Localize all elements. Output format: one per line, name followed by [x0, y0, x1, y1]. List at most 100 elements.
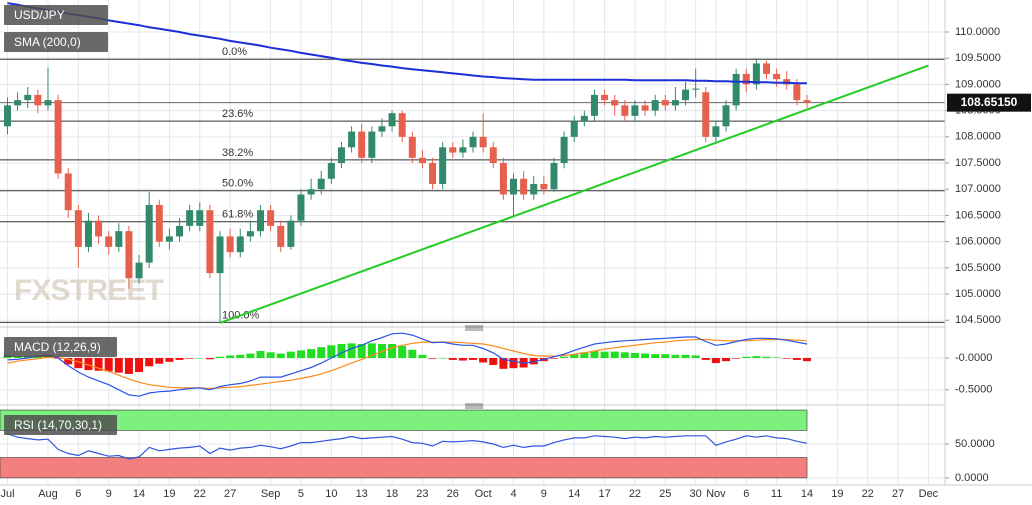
candle-body [84, 220, 92, 247]
x-tick-label: 5 [298, 488, 304, 500]
candle-body [570, 121, 578, 137]
candle-body [196, 210, 204, 226]
macd-histogram-bar [165, 358, 174, 362]
fib-level-label: 38.2% [222, 147, 253, 159]
trendline [219, 64, 929, 324]
macd-histogram-bar [84, 358, 93, 371]
candle-body [135, 262, 143, 279]
y-tick-label: 110.0000 [955, 26, 1000, 38]
y-tick-label: 106.0000 [955, 236, 1001, 248]
x-tick-label: 30 [690, 488, 702, 500]
x-tick-label: 14 [801, 488, 813, 500]
candle-body [44, 100, 52, 106]
candle-body [408, 136, 416, 158]
macd-histogram-bar [570, 354, 579, 358]
candle-body [601, 94, 609, 101]
y-tick-label: 50.0000 [955, 438, 995, 450]
macd-histogram-bar [641, 353, 650, 358]
candle-body [398, 113, 406, 137]
macd-histogram-bar [762, 356, 771, 358]
macd-histogram-bar [357, 344, 366, 358]
macd-histogram-bar [600, 351, 609, 358]
macd-histogram-bar [114, 358, 123, 373]
label-box [4, 32, 108, 52]
macd-histogram-bar [124, 358, 133, 374]
macd-histogram-bar [671, 354, 680, 358]
candle-body [550, 163, 558, 190]
macd-histogram-bar [489, 358, 498, 365]
x-tick-label: 14 [133, 488, 145, 500]
candle-body [74, 210, 82, 247]
candle-body [499, 163, 507, 195]
x-tick-label: 22 [862, 488, 874, 500]
macd-histogram-bar [266, 352, 275, 358]
candle-body [621, 105, 629, 116]
macd-histogram-bar [802, 358, 811, 362]
y-tick-label: -0.0000 [955, 352, 992, 364]
macd-histogram-bar [792, 358, 801, 360]
candle-body [459, 147, 467, 153]
candle-body [580, 115, 588, 122]
candle-body [752, 63, 760, 85]
macd-histogram-bar [479, 358, 488, 363]
macd-histogram-bar [226, 355, 235, 358]
candle-body [297, 194, 305, 221]
x-tick-label: 10 [325, 488, 337, 500]
candle-body [176, 225, 184, 237]
y-tick-label: 108.0000 [955, 131, 1001, 143]
x-tick-label: 4 [510, 488, 516, 500]
pane-label: SMA (200,0) [14, 35, 81, 49]
candle-body [439, 147, 447, 184]
macd-histogram-bar [742, 356, 751, 358]
candle-body [186, 210, 194, 226]
signal-line [7, 338, 808, 390]
x-tick-label: 6 [743, 488, 749, 500]
candle-body [682, 89, 690, 101]
candle-body [712, 126, 720, 137]
x-tick-label: Oct [475, 488, 492, 500]
candle-body [155, 204, 163, 242]
macd-histogram-bar [691, 355, 700, 358]
fib-level-label: 0.0% [222, 46, 247, 58]
x-tick-label: 19 [831, 488, 843, 500]
candle-body [216, 236, 224, 274]
candle-body [418, 157, 426, 164]
x-tick-label: Sep [261, 488, 281, 500]
candle-body [560, 136, 568, 164]
y-tick-label: 106.5000 [955, 209, 1001, 221]
x-tick-label: 11 [771, 488, 782, 500]
y-tick-label: 0.0000 [955, 472, 989, 484]
candle-body [105, 236, 113, 247]
candle-body [378, 126, 386, 132]
macd-histogram-bar [651, 354, 660, 358]
sma-line [7, 2, 807, 85]
pane-handle[interactable] [465, 325, 483, 331]
candle-body [277, 225, 285, 247]
x-tick-label: 9 [106, 488, 112, 500]
fib-level-label: 23.6% [222, 108, 253, 120]
macd-histogram-bar [580, 352, 589, 358]
candle-body [479, 136, 487, 148]
label-box [4, 337, 117, 357]
candle-body [257, 210, 264, 232]
macd-histogram-bar [388, 344, 397, 358]
macd-histogram-bar [155, 358, 164, 364]
candle-body [14, 100, 22, 106]
pane-handle[interactable] [465, 403, 483, 409]
candle-body [429, 163, 437, 184]
x-tick-label: 22 [629, 488, 641, 500]
last-price-label: 108.65150 [961, 95, 1018, 109]
macd-histogram-bar [145, 358, 154, 367]
candle-body [337, 147, 345, 164]
macd-histogram-bar [560, 356, 569, 358]
x-tick-label: Jul [0, 488, 14, 500]
y-tick-label: 107.5000 [955, 157, 1001, 169]
macd-histogram-bar [286, 351, 295, 358]
candle-body [348, 131, 356, 148]
candle-body [671, 100, 679, 106]
candle-body [34, 94, 42, 106]
x-tick-label: 9 [541, 488, 547, 500]
candle-body [661, 100, 669, 106]
macd-histogram-bar [13, 356, 22, 358]
